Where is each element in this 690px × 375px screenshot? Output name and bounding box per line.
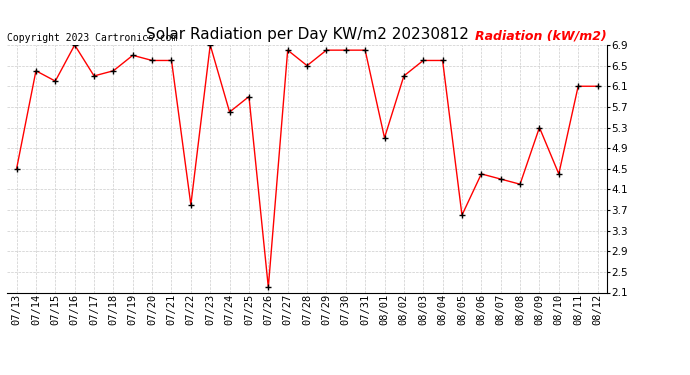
- Text: Copyright 2023 Cartronics.com: Copyright 2023 Cartronics.com: [7, 33, 177, 42]
- Title: Solar Radiation per Day KW/m2 20230812: Solar Radiation per Day KW/m2 20230812: [146, 27, 469, 42]
- Text: Radiation (kW/m2): Radiation (kW/m2): [475, 30, 607, 42]
